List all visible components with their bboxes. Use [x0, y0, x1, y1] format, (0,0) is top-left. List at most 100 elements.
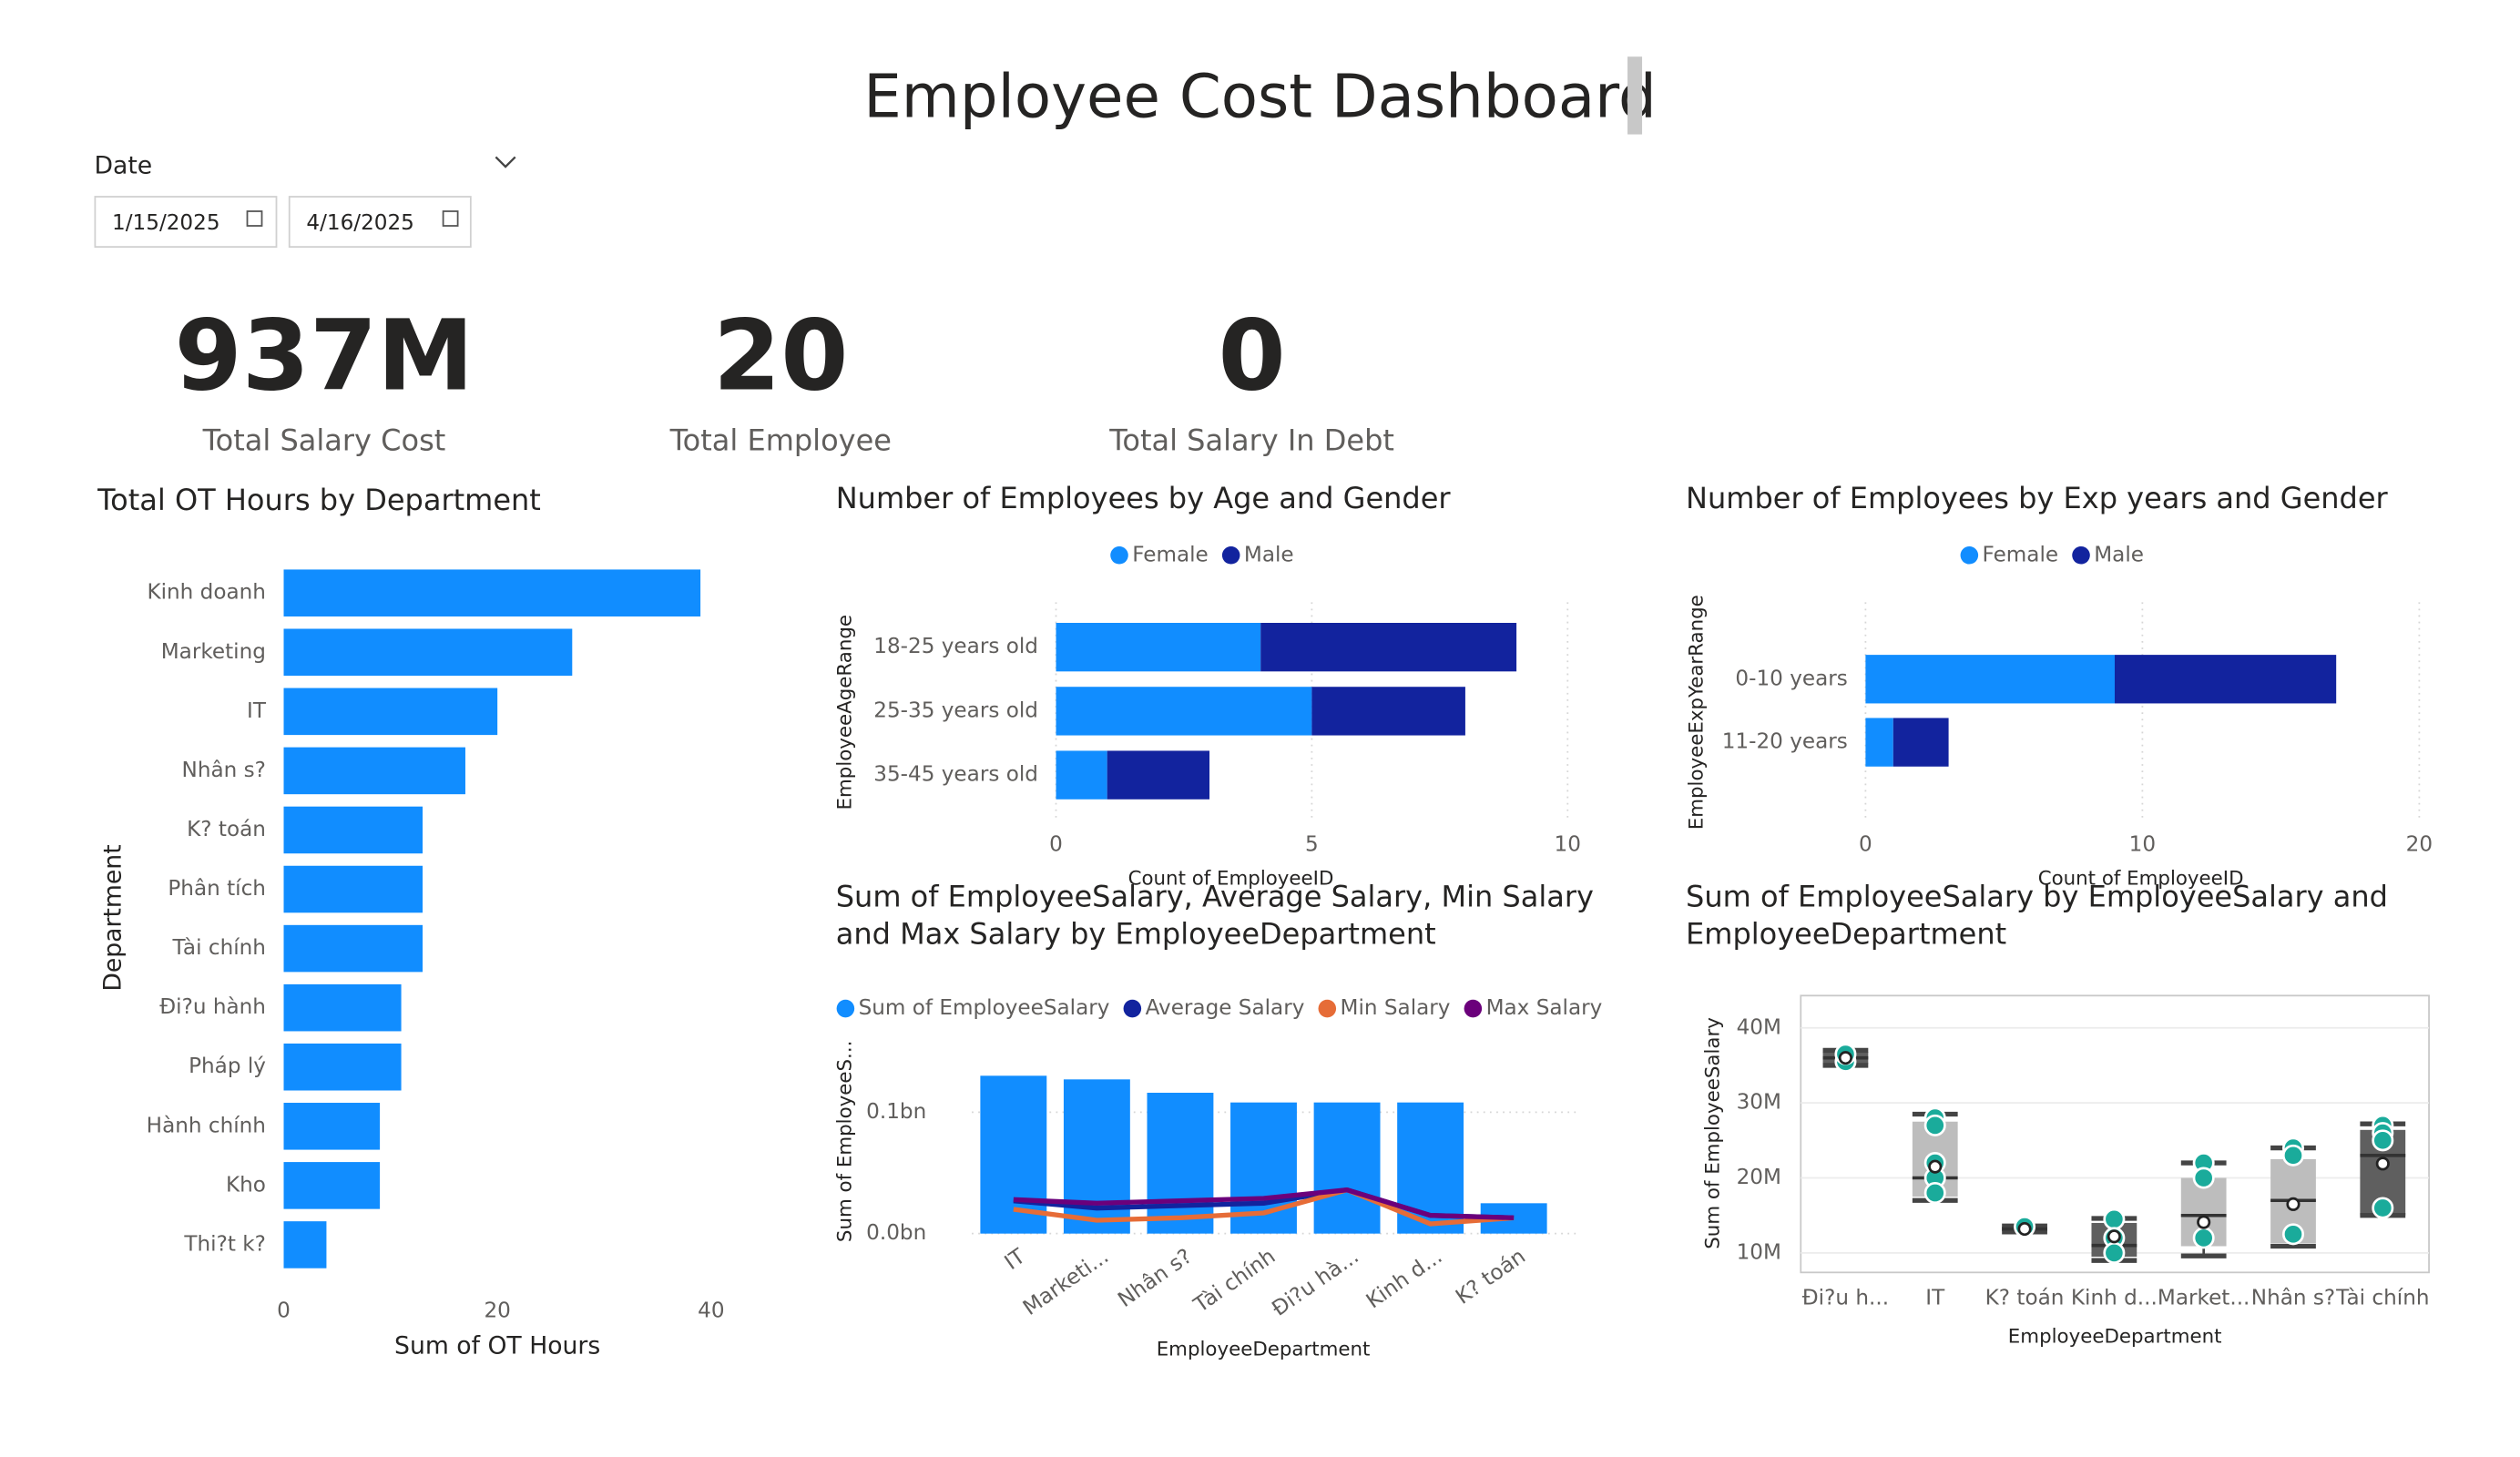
- y-tick-label: 0-10 years: [1735, 667, 1847, 690]
- bar: [283, 747, 465, 795]
- legend-marker: [2072, 546, 2090, 565]
- kpi-label: Total Employee: [669, 423, 892, 457]
- legend-label: Female: [1983, 543, 2059, 566]
- y-tick-label: IT: [247, 699, 267, 723]
- y-tick-label: Đi?u hành: [159, 995, 266, 1019]
- x-tick-label: 0: [1859, 833, 1872, 857]
- y-tick-label: Kho: [226, 1173, 266, 1197]
- y-axis-label: Department: [98, 844, 127, 991]
- dashboard-title: Employee Cost Dashboard: [863, 61, 1657, 131]
- bar: [1056, 687, 1312, 736]
- data-point: [2192, 1167, 2215, 1189]
- bar: [1311, 687, 1465, 736]
- data-point: [2192, 1227, 2215, 1249]
- legend-marker: [1318, 999, 1337, 1018]
- x-tick-label: 10: [2129, 833, 2156, 857]
- line: [1013, 1187, 1515, 1220]
- x-axis-label: EmployeeDepartment: [1157, 1339, 1371, 1361]
- x-tick-label: 5: [1305, 833, 1319, 857]
- calendar-icon[interactable]: [246, 210, 263, 227]
- mean-marker: [2197, 1215, 2211, 1229]
- y-tick-label: 30M: [1737, 1091, 1781, 1115]
- bar: [1056, 623, 1261, 672]
- legend-label: Male: [1244, 543, 1294, 566]
- legend: Female Male: [1960, 543, 2144, 566]
- filter-chevron[interactable]: [495, 156, 516, 168]
- x-tick-label: IT: [1925, 1286, 1945, 1309]
- chart-title-box: Number of Employees by Age and Gender: [836, 483, 1451, 516]
- x-tick-label: 0: [1049, 833, 1063, 857]
- legend-label: Sum of EmployeeSalary: [859, 996, 1110, 1020]
- data-point: [2372, 1197, 2394, 1219]
- mean-marker: [2286, 1197, 2301, 1211]
- legend-label: Female: [1132, 543, 1209, 566]
- data-point: [1923, 1114, 1946, 1136]
- start-date: 1/15/2025: [112, 211, 220, 235]
- y-tick-label: Pháp lý: [189, 1055, 266, 1078]
- y-tick-label: Thi?t k?: [183, 1232, 266, 1256]
- bar: [283, 924, 423, 973]
- y-tick-label: Nhân s?: [182, 759, 266, 782]
- bar: [1865, 718, 1893, 767]
- legend-label: Min Salary: [1341, 996, 1451, 1020]
- start-date-box[interactable]: [94, 196, 278, 248]
- mean-marker: [1928, 1159, 1943, 1174]
- x-tick-label: Market...: [2158, 1286, 2250, 1309]
- kpi-label: Total Salary Cost: [202, 423, 446, 457]
- legend-label: Average Salary: [1146, 996, 1305, 1020]
- chart-title: Sum of EmployeeSalary by EmployeeSalary …: [1686, 881, 2388, 953]
- y-tick-label: Kinh doanh: [147, 581, 265, 605]
- bar: [283, 569, 701, 616]
- data-point: [2372, 1129, 2394, 1152]
- legend-marker: [1464, 999, 1483, 1018]
- chart-title-box: Sum of EmployeeSalary by EmployeeSalary …: [1686, 881, 2388, 953]
- y-tick-label: 20M: [1737, 1166, 1781, 1189]
- bar: [283, 688, 498, 736]
- end-date-box[interactable]: [288, 196, 472, 248]
- y-tick-label: 0.1bn: [866, 1100, 926, 1124]
- bar: [283, 628, 573, 677]
- y-tick-label: 35-45 years old: [873, 763, 1038, 787]
- y-axis-label: Sum of EmployeeS...: [833, 1041, 856, 1242]
- bar: [283, 1103, 381, 1150]
- x-tick-label: 40: [698, 1299, 724, 1323]
- legend: Female Male: [1110, 543, 1294, 566]
- y-tick-label: 11-20 years: [1722, 730, 1848, 754]
- data-point: [2103, 1241, 2126, 1264]
- mean-marker: [2107, 1229, 2121, 1244]
- y-axis-label: Sum of EmployeeSalary: [1701, 1017, 1724, 1249]
- data-point: [2281, 1144, 2304, 1167]
- y-axis-label: EmployeeExpYearRange: [1686, 595, 1709, 830]
- bar: [283, 1162, 381, 1209]
- plot-frame: [1800, 994, 2430, 1274]
- bar: [1107, 750, 1210, 800]
- bar: [1865, 655, 2115, 704]
- filter-label: Date: [95, 152, 153, 180]
- kpi-value: 937M: [175, 301, 474, 413]
- chart-title: Number of Employees by Exp years and Gen…: [1686, 482, 2388, 517]
- legend-marker: [1123, 999, 1142, 1018]
- end-date: 4/16/2025: [306, 211, 414, 235]
- data-point: [2103, 1207, 2126, 1230]
- kpi-value: 20: [713, 301, 848, 413]
- bar: [1147, 1093, 1214, 1234]
- calendar-icon[interactable]: [442, 210, 459, 227]
- legend: Sum of EmployeeSalary Average Salary Min S…: [836, 996, 1602, 1020]
- kpi-value: 0: [1219, 301, 1286, 413]
- x-axis-label: EmployeeDepartment: [2008, 1325, 2222, 1348]
- y-tick-label: Marketing: [161, 640, 266, 664]
- chart-title: Total OT Hours by Department: [97, 484, 541, 518]
- y-tick-label: Phân tích: [168, 877, 266, 901]
- legend-marker: [1110, 546, 1128, 565]
- bar: [1397, 1102, 1464, 1234]
- legend-marker: [836, 999, 855, 1018]
- kpi-label: Total Salary In Debt: [1108, 423, 1394, 457]
- chart-title-box: Number of Employees by Exp years and Gen…: [1686, 482, 2388, 517]
- x-axis-label: Sum of OT Hours: [394, 1332, 600, 1360]
- x-tick-label: 0: [277, 1299, 291, 1323]
- bar: [283, 983, 402, 1032]
- y-tick-label: 25-35 years old: [873, 698, 1038, 722]
- legend-marker: [1960, 546, 1979, 565]
